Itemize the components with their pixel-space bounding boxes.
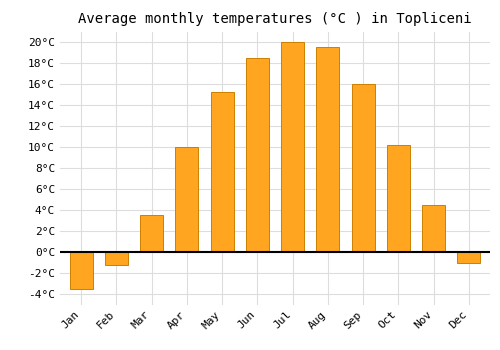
Bar: [316, 47, 340, 252]
Bar: [352, 84, 374, 252]
Bar: [140, 215, 163, 252]
Bar: [246, 58, 269, 252]
Bar: [105, 252, 128, 265]
Bar: [422, 205, 445, 252]
Bar: [458, 252, 480, 262]
Bar: [210, 92, 234, 252]
Title: Average monthly temperatures (°C ) in Topliceni: Average monthly temperatures (°C ) in To…: [78, 12, 472, 26]
Bar: [387, 145, 410, 252]
Bar: [176, 147, 199, 252]
Bar: [281, 42, 304, 252]
Bar: [70, 252, 92, 289]
